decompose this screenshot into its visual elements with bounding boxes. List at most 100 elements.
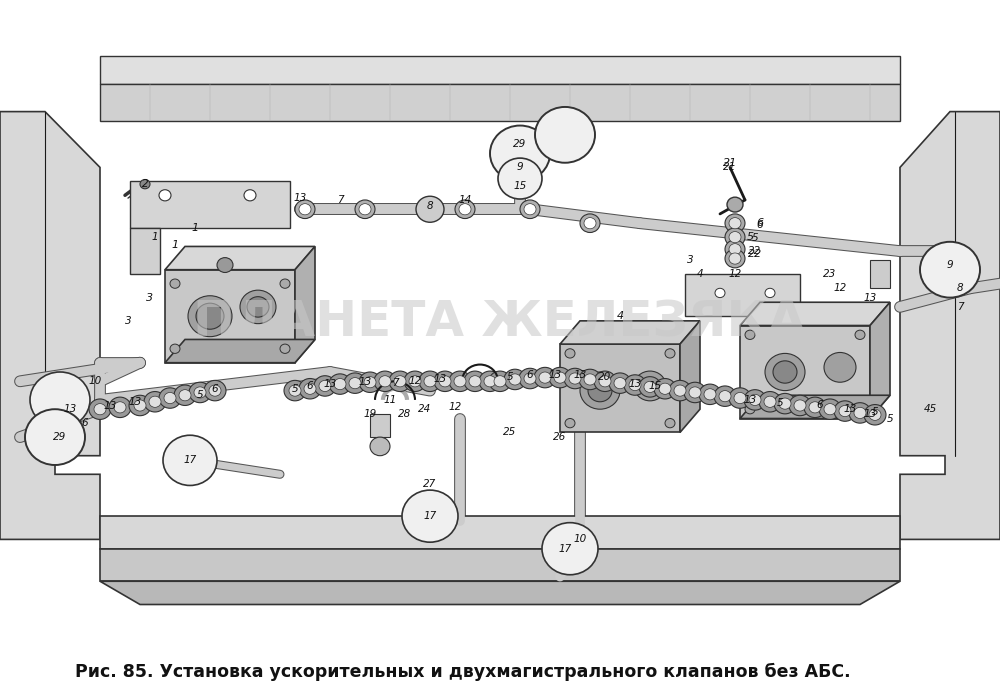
Circle shape	[759, 392, 781, 412]
Circle shape	[855, 405, 865, 414]
Circle shape	[159, 388, 181, 408]
Circle shape	[864, 405, 886, 425]
Circle shape	[129, 395, 151, 416]
Circle shape	[434, 371, 456, 392]
Circle shape	[794, 400, 806, 411]
Text: 13: 13	[63, 404, 77, 414]
Polygon shape	[100, 581, 900, 604]
Text: 12: 12	[728, 270, 742, 279]
Circle shape	[614, 378, 626, 389]
Circle shape	[479, 371, 501, 392]
Text: 12: 12	[408, 376, 422, 386]
Circle shape	[524, 373, 536, 384]
Circle shape	[834, 401, 856, 421]
Circle shape	[749, 394, 761, 405]
Circle shape	[569, 373, 581, 384]
Circle shape	[789, 395, 811, 416]
Text: 22: 22	[748, 249, 762, 259]
Circle shape	[240, 290, 276, 324]
Circle shape	[734, 392, 746, 403]
Circle shape	[204, 380, 226, 401]
Circle shape	[454, 376, 466, 387]
Text: 6: 6	[817, 401, 823, 410]
Circle shape	[684, 383, 706, 403]
Circle shape	[217, 258, 233, 272]
Circle shape	[773, 361, 797, 383]
Text: 6: 6	[757, 220, 763, 230]
Circle shape	[699, 384, 721, 405]
Circle shape	[579, 369, 601, 389]
Circle shape	[824, 403, 836, 415]
Circle shape	[774, 394, 796, 414]
Text: 21: 21	[723, 162, 737, 173]
Circle shape	[174, 385, 196, 405]
Text: 29: 29	[513, 139, 527, 149]
Text: 22: 22	[748, 246, 762, 256]
Text: 9: 9	[947, 260, 953, 270]
Circle shape	[594, 371, 616, 392]
Circle shape	[549, 367, 571, 388]
Text: 5: 5	[752, 233, 758, 243]
Circle shape	[359, 372, 381, 392]
Text: 1: 1	[191, 223, 199, 233]
Circle shape	[854, 407, 866, 419]
Text: 10: 10	[573, 534, 587, 545]
Text: 8: 8	[427, 202, 433, 211]
Polygon shape	[740, 395, 890, 419]
Polygon shape	[165, 270, 295, 362]
Circle shape	[170, 344, 180, 353]
Polygon shape	[685, 274, 800, 316]
Circle shape	[188, 296, 232, 337]
Circle shape	[727, 198, 743, 212]
Text: 29: 29	[53, 432, 67, 442]
Text: 27: 27	[423, 479, 437, 489]
Circle shape	[344, 373, 366, 394]
Text: 6: 6	[82, 418, 88, 428]
Circle shape	[564, 368, 586, 389]
Text: 45: 45	[923, 404, 937, 414]
Circle shape	[469, 376, 481, 387]
Circle shape	[855, 330, 865, 340]
Circle shape	[809, 402, 821, 413]
Text: 26: 26	[553, 432, 567, 442]
Circle shape	[704, 389, 716, 400]
Text: 13: 13	[743, 395, 757, 405]
Circle shape	[247, 297, 269, 317]
Text: 3: 3	[146, 292, 154, 303]
Circle shape	[765, 288, 775, 297]
Circle shape	[745, 405, 755, 414]
Circle shape	[674, 385, 686, 396]
Text: 13: 13	[628, 379, 642, 389]
Text: 5: 5	[197, 390, 203, 401]
Text: 28: 28	[398, 409, 412, 419]
Circle shape	[494, 376, 506, 387]
Text: Рис. 85. Установка ускорительных и двухмагистрального клапанов без АБС.: Рис. 85. Установка ускорительных и двухм…	[75, 663, 851, 681]
Circle shape	[634, 371, 666, 401]
Circle shape	[779, 398, 791, 409]
Text: 2: 2	[142, 179, 148, 189]
Circle shape	[490, 125, 550, 182]
Circle shape	[509, 374, 521, 385]
Circle shape	[284, 380, 306, 401]
Text: 5: 5	[507, 371, 513, 382]
Text: 10: 10	[88, 376, 102, 386]
Circle shape	[439, 376, 451, 387]
Circle shape	[542, 523, 598, 574]
Polygon shape	[100, 516, 900, 549]
Text: 6: 6	[212, 384, 218, 394]
Text: 12: 12	[833, 283, 847, 293]
Text: 5: 5	[887, 414, 893, 423]
Circle shape	[580, 372, 620, 409]
Circle shape	[824, 353, 856, 383]
Circle shape	[580, 214, 600, 232]
Circle shape	[94, 403, 106, 415]
Circle shape	[314, 376, 336, 396]
Circle shape	[370, 437, 390, 456]
Circle shape	[355, 200, 375, 218]
Circle shape	[869, 409, 881, 421]
Circle shape	[729, 244, 741, 255]
Circle shape	[534, 367, 556, 388]
Text: 15: 15	[648, 381, 662, 391]
Circle shape	[725, 240, 745, 258]
Circle shape	[565, 419, 575, 428]
